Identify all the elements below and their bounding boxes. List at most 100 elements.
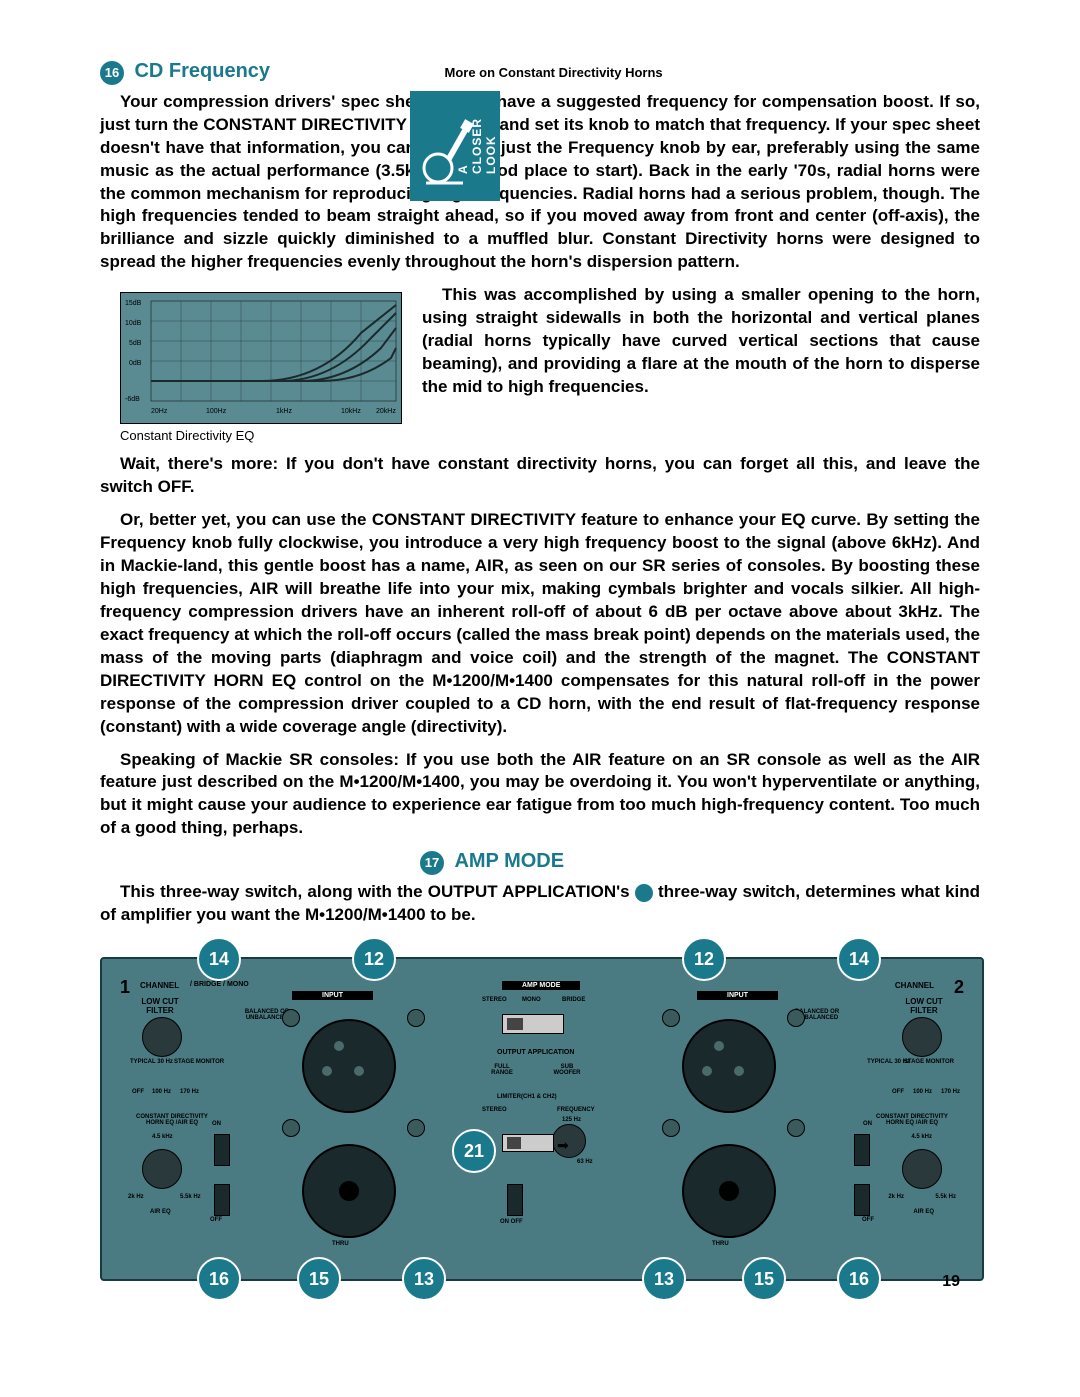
switch-off-l	[214, 1184, 230, 1216]
label-170hz-l: 170 Hz	[180, 1089, 199, 1095]
label-aireq-r: AIR EQ	[913, 1209, 934, 1215]
callout-14-left: 14	[197, 937, 241, 981]
xlr-connector-r2	[682, 1144, 776, 1238]
screw-icon	[787, 1009, 805, 1027]
knob-cdeq-l	[142, 1149, 182, 1189]
body-para-4: Speaking of Mackie SR consoles: If you u…	[100, 749, 980, 841]
body-right-3: All high-frequency compression drivers h…	[100, 579, 980, 736]
y-label: -6dB	[125, 396, 140, 403]
eq-chart-svg: 15dB 10dB 5dB 0dB -6dB 20Hz 100Hz 1kHz 1…	[121, 293, 401, 423]
body-para-3: Or, better yet, you can use the CONSTANT…	[100, 509, 980, 738]
body-para-1: Your compression drivers' spec sheet sho…	[100, 91, 980, 275]
label-bridge-l: / BRIDGE / MONO	[190, 981, 249, 988]
label-55khz-l: 5.5k Hz	[180, 1194, 201, 1200]
callout-12-right: 12	[682, 937, 726, 981]
page-number: 19	[942, 1273, 960, 1291]
label-cdeq-l: CONSTANT DIRECTIVITY HORN EQ /AIR EQ	[132, 1114, 212, 1126]
callout-16-left: 16	[197, 1257, 241, 1301]
switch-on-r	[854, 1134, 870, 1166]
label-limiter: LIMITER(CH1 & CH2)	[497, 1094, 557, 1100]
label-cdeq-r: CONSTANT DIRECTIVITY HORN EQ /AIR EQ	[872, 1114, 952, 1126]
label-frequency: FREQUENCY	[557, 1107, 595, 1113]
screw-icon	[407, 1119, 425, 1137]
x-label: 20kHz	[376, 408, 396, 415]
y-label: 5dB	[129, 340, 142, 347]
text-columns: A CLOSER LOOK Your compression drivers' …	[100, 91, 980, 927]
screw-icon	[662, 1119, 680, 1137]
section-2-title: AMP MODE	[454, 850, 564, 872]
callout-15-left: 15	[297, 1257, 341, 1301]
switch-on-l	[214, 1134, 230, 1166]
rear-panel-diagram: 14 12 12 14 16 15 13 13 15 16 21 1 2 CHA…	[100, 957, 984, 1281]
callout-15-right: 15	[742, 1257, 786, 1301]
label-fullrange: FULL RANGE	[487, 1064, 517, 1076]
callout-13-right: 13	[642, 1257, 686, 1301]
label-on-r: ON	[863, 1121, 872, 1127]
screw-icon	[662, 1009, 680, 1027]
channel-1-num: 1	[120, 977, 130, 998]
body-left-3: Or, better yet, you can use the CONSTANT…	[100, 510, 980, 598]
x-label: 100Hz	[206, 408, 227, 415]
body-left-4: Speaking of Mackie SR consoles: If you u…	[100, 750, 980, 838]
label-input-l: INPUT	[292, 991, 373, 1000]
y-label: 0dB	[129, 360, 142, 367]
xlr-connector-l2	[302, 1144, 396, 1238]
section-2-num-circle: 17	[420, 851, 444, 875]
s2-body-1: This three-way switch, along with the OU…	[120, 882, 630, 901]
label-45khz-l: 4.5 kHz	[152, 1134, 173, 1140]
arrow-icon: ➡	[557, 1137, 569, 1154]
label-aireq-l: AIR EQ	[150, 1209, 171, 1215]
closer-look-icon-box: A CLOSER LOOK	[410, 91, 500, 201]
y-label: 15dB	[125, 300, 142, 307]
label-45khz-r: 4.5 kHz	[911, 1134, 932, 1140]
label-stage-r: STAGE MONITOR	[904, 1059, 954, 1065]
callout-16-right: 16	[837, 1257, 881, 1301]
switch-onoff-c	[507, 1184, 523, 1216]
label-125hz: 125 Hz	[562, 1117, 581, 1123]
callout-14-right: 14	[837, 937, 881, 981]
switch-ampmode	[502, 1014, 564, 1034]
label-thru-r: THRU	[712, 1241, 729, 1247]
switch-output	[502, 1134, 554, 1152]
eq-chart: 15dB 10dB 5dB 0dB -6dB 20Hz 100Hz 1kHz 1…	[120, 292, 402, 424]
label-off-typical-r: OFF	[862, 1217, 874, 1223]
label-typical-l: TYPICAL 30 Hz	[130, 1059, 173, 1065]
label-onoff: ON OFF	[500, 1219, 523, 1225]
label-bridge2: BRIDGE	[562, 997, 585, 1003]
label-thru-l: THRU	[332, 1241, 349, 1247]
label-170hz-r: 170 Hz	[941, 1089, 960, 1095]
label-channel-r: CHANNEL	[895, 981, 934, 990]
microscope-icon	[418, 103, 478, 188]
section-2-body: This three-way switch, along with the OU…	[100, 881, 980, 927]
label-100hz-l: 100 Hz	[152, 1089, 171, 1095]
y-label: 10dB	[125, 320, 142, 327]
label-on-l: ON	[212, 1121, 221, 1127]
label-stage-l: STAGE MONITOR	[174, 1059, 224, 1065]
body-left-2: Wait, there's more: If you don't have co…	[100, 454, 980, 496]
inline-circle-21: 21	[635, 884, 653, 902]
label-off-r: OFF	[892, 1089, 904, 1095]
label-55khz-r: 5.5k Hz	[935, 1194, 956, 1200]
label-mono: MONO	[522, 997, 541, 1003]
channel-2-num: 2	[954, 977, 964, 998]
section-2-header: 17 AMP MODE	[420, 850, 980, 875]
section-1-num-circle: 16	[100, 61, 124, 85]
callout-21: 21	[452, 1129, 496, 1173]
label-off-typical-l: OFF	[210, 1217, 222, 1223]
label-channel-l: CHANNEL	[140, 981, 179, 990]
knob-cdeq-r	[902, 1149, 942, 1189]
knob-lowcut-r	[902, 1017, 942, 1057]
label-lowcut-l: LOW CUT FILTER	[140, 997, 180, 1015]
screw-icon	[787, 1119, 805, 1137]
xlr-connector-r1	[682, 1019, 776, 1113]
x-label: 1kHz	[276, 408, 292, 415]
label-stereo2: STEREO	[482, 1107, 507, 1113]
x-label: 10kHz	[341, 408, 361, 415]
label-sub: SUB WOOFER	[552, 1064, 582, 1076]
body-right-2: This was accomplished by using a smaller…	[422, 284, 980, 399]
label-ampmode: AMP MODE	[502, 981, 580, 990]
callout-13-left: 13	[402, 1257, 446, 1301]
x-label: 20Hz	[151, 408, 168, 415]
screw-icon	[282, 1009, 300, 1027]
label-input-r: INPUT	[697, 991, 778, 1000]
